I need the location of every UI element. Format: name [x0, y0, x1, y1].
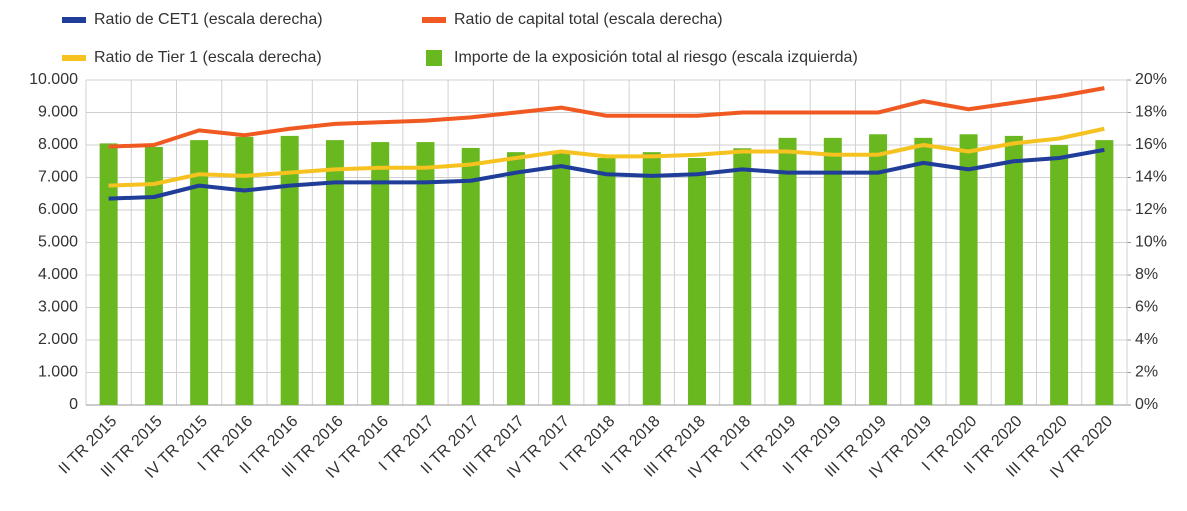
bar [597, 158, 616, 405]
y2-tick-label: 0% [1135, 396, 1158, 413]
bar [506, 152, 525, 405]
y-tick-label: 4.000 [38, 266, 78, 283]
y2-tick-label: 8% [1135, 266, 1158, 283]
line [108, 126, 1105, 188]
y2-tick-label: 20% [1135, 71, 1167, 88]
legend-label: Ratio de CET1 (escala derecha) [94, 11, 323, 28]
bar [325, 140, 344, 405]
y-tick-label: 1.000 [38, 364, 78, 381]
legend-swatch [422, 17, 446, 23]
y-tick-label: 2.000 [38, 331, 78, 348]
legend-label: Ratio de Tier 1 (escala derecha) [94, 49, 322, 66]
bar [1095, 140, 1114, 405]
bar [823, 137, 842, 405]
bar [144, 146, 163, 405]
bar [778, 137, 797, 405]
bar [416, 142, 435, 405]
y-tick-label: 0 [69, 396, 78, 413]
bar [99, 143, 118, 405]
y-tick-label: 6.000 [38, 201, 78, 218]
line [108, 147, 1105, 201]
bar [461, 147, 480, 406]
bar [371, 142, 390, 405]
bar [1050, 145, 1069, 405]
y-tick-label: 7.000 [38, 169, 78, 186]
y-tick-label: 3.000 [38, 299, 78, 316]
bar [1004, 135, 1023, 405]
y-tick-label: 8.000 [38, 136, 78, 153]
legend-swatch [62, 55, 86, 61]
bar [733, 148, 752, 405]
y2-tick-label: 12% [1135, 201, 1167, 218]
y2-tick-label: 16% [1135, 136, 1167, 153]
y2-tick-label: 4% [1135, 331, 1158, 348]
y2-tick-label: 6% [1135, 299, 1158, 316]
bar [552, 153, 571, 405]
bar [280, 135, 299, 405]
y2-tick-label: 10% [1135, 234, 1167, 251]
bar [235, 136, 254, 405]
legend-swatch [62, 17, 86, 23]
y-tick-label: 5.000 [38, 234, 78, 251]
bar [688, 158, 707, 405]
legend-swatch [426, 50, 442, 66]
bar [914, 137, 933, 405]
y-tick-label: 10.000 [29, 71, 78, 88]
bar [959, 134, 978, 405]
legend-label: Ratio de capital total (escala derecha) [454, 11, 723, 28]
bar [190, 140, 209, 405]
y2-tick-label: 18% [1135, 104, 1167, 121]
legend-label: Importe de la exposición total al riesgo… [454, 49, 858, 66]
y2-tick-label: 14% [1135, 169, 1167, 186]
y-tick-label: 9.000 [38, 104, 78, 121]
bar [642, 152, 661, 405]
line [108, 86, 1105, 149]
y2-tick-label: 2% [1135, 364, 1158, 381]
bar [869, 134, 888, 405]
